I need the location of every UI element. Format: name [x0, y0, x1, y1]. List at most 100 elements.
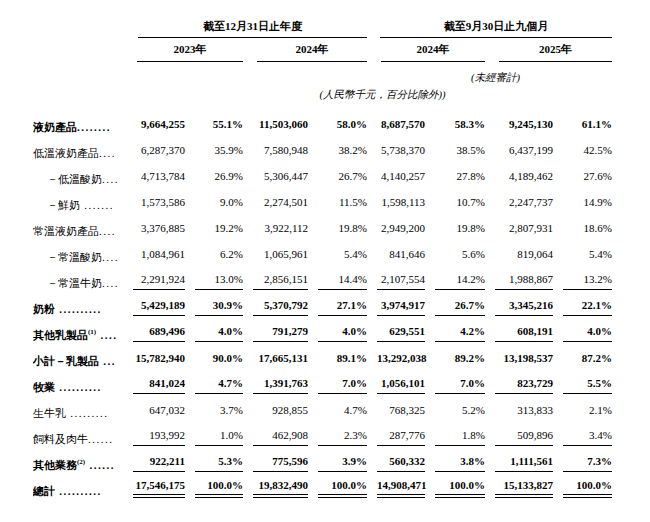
amount-cell: 17,546,175 [123, 472, 185, 498]
cell-value: 5.5% [563, 376, 612, 394]
cell-value: 19.2% [195, 221, 243, 238]
cell-value: 4.2% [435, 324, 485, 342]
percent-cell: 5.5% [553, 368, 612, 394]
cell-value: 89.1% [318, 351, 367, 368]
table-row: 低溫液奶產品....6,287,37035.9%7,580,94838.2%5,… [33, 134, 612, 160]
percent-cell: 38.2% [308, 134, 367, 160]
amount-cell: 3,922,112 [243, 212, 308, 238]
amount-cell: 5,429,189 [123, 290, 185, 316]
amount-cell: 560,332 [367, 446, 425, 472]
cell-value: 1,065,961 [253, 247, 308, 264]
cell-value: 30.9% [195, 298, 243, 316]
cell-value: 5.2% [435, 403, 485, 420]
amount-cell: 13,198,537 [485, 342, 553, 368]
cell-value: 10.7% [435, 195, 485, 212]
amount-cell: 462,908 [243, 420, 308, 446]
cell-value: 58.0% [318, 117, 367, 134]
cell-value: 90.0% [195, 351, 243, 368]
cell-value: 5,370,792 [253, 298, 308, 316]
amount-cell: 4,140,257 [367, 160, 425, 186]
cell-value: 841,024 [133, 376, 185, 394]
table-body: 液奶產品........9,664,25555.1%11,503,06058.0… [33, 108, 612, 498]
amount-cell: 928,855 [243, 394, 308, 420]
amount-cell: 5,370,792 [243, 290, 308, 316]
cell-value: 11.5% [318, 195, 367, 212]
percent-cell: 58.3% [425, 108, 485, 134]
cell-value: 14.4% [318, 272, 367, 290]
row-label: －低溫酸奶.... [33, 160, 123, 186]
percent-cell: 5.3% [185, 446, 243, 472]
amount-cell: 287,776 [367, 420, 425, 446]
row-label: 其他業務(2) ...... [33, 446, 123, 472]
amount-cell: 6,437,199 [485, 134, 553, 160]
cell-value: 3,974,917 [377, 298, 425, 316]
cell-value: 2.3% [318, 428, 367, 446]
dot-leader: .... [102, 173, 119, 185]
percent-cell: 35.9% [185, 134, 243, 160]
amount-cell: 922,211 [123, 446, 185, 472]
amount-cell: 1,598,113 [367, 186, 425, 212]
cell-value: 4,189,462 [495, 169, 553, 186]
cell-value: 3,345,216 [495, 298, 553, 316]
cell-value: 13.0% [195, 272, 243, 290]
cell-value: 17,665,131 [253, 351, 308, 368]
cell-value: 15,133,827 [495, 478, 553, 498]
table-row: 總計 ..........17,546,175100.0%19,832,4901… [33, 472, 612, 498]
cell-value: 27.1% [318, 298, 367, 316]
amount-cell: 15,133,827 [485, 472, 553, 498]
cell-value: 35.9% [195, 143, 243, 160]
year-column-2024-9m: 2024年 [367, 38, 485, 62]
amount-cell: 17,665,131 [243, 342, 308, 368]
dot-leader: .... [102, 251, 119, 263]
dot-leader: ........ [77, 121, 111, 133]
cell-value: 193,992 [133, 428, 185, 446]
cell-value: 791,279 [253, 324, 308, 342]
percent-cell: 1.8% [425, 420, 485, 446]
cell-value: 462,908 [253, 428, 308, 446]
cell-value: 61.1% [563, 117, 612, 134]
cell-value: 42.5% [563, 143, 612, 160]
percent-cell: 100.0% [185, 472, 243, 498]
amount-cell: 823,729 [485, 368, 553, 394]
dot-leader: .......... [55, 303, 102, 315]
period-header-row: 截至12月31日止年度 截至9月30日止九個月 [33, 10, 612, 38]
cell-value: 313,833 [495, 403, 553, 420]
dot-leader: .... [99, 147, 116, 159]
percent-cell: 100.0% [553, 472, 612, 498]
row-label: 生牛乳 ......... [33, 394, 123, 420]
year-header-row: 2023年 2024年 2024年 2025年 [33, 38, 612, 62]
percent-cell: 5.6% [425, 238, 485, 264]
percent-cell: 5.4% [553, 238, 612, 264]
cell-value: 5.3% [195, 454, 243, 472]
amount-cell: 791,279 [243, 316, 308, 342]
cell-value: 2,274,501 [253, 195, 308, 212]
amount-cell: 1,065,961 [243, 238, 308, 264]
percent-cell: 90.0% [185, 342, 243, 368]
row-label: －鮮奶 ....... [33, 186, 123, 212]
table-row: －低溫酸奶....4,713,78426.9%5,306,44726.7%4,1… [33, 160, 612, 186]
percent-cell: 2.3% [308, 420, 367, 446]
percent-cell: 4.0% [553, 316, 612, 342]
cell-value: 4.0% [318, 324, 367, 342]
label-column-spacer [33, 62, 123, 85]
cell-value: 14,908,471 [377, 478, 425, 498]
amount-cell: 1,988,867 [485, 264, 553, 290]
cell-value: 1.8% [435, 428, 485, 446]
amount-cell: 841,024 [123, 368, 185, 394]
cell-value: 4.0% [563, 324, 612, 342]
dot-leader: ...... [85, 459, 115, 471]
row-label: 總計 .......... [33, 472, 123, 498]
percent-cell: 4.0% [185, 316, 243, 342]
percent-cell: 22.1% [553, 290, 612, 316]
amount-cell: 509,896 [485, 420, 553, 446]
amount-cell: 14,908,471 [367, 472, 425, 498]
amount-cell: 193,992 [123, 420, 185, 446]
cell-value: 629,551 [377, 324, 425, 342]
percent-cell: 3.9% [308, 446, 367, 472]
cell-value: 2,856,151 [253, 272, 308, 290]
table-row: 奶粉 ..........5,429,18930.9%5,370,79227.1… [33, 290, 612, 316]
percent-cell: 10.7% [425, 186, 485, 212]
cell-value: 7.3% [563, 454, 612, 472]
currency-note: (人民幣千元，百分比除外)) [153, 88, 612, 108]
percent-cell: 7.0% [308, 368, 367, 394]
